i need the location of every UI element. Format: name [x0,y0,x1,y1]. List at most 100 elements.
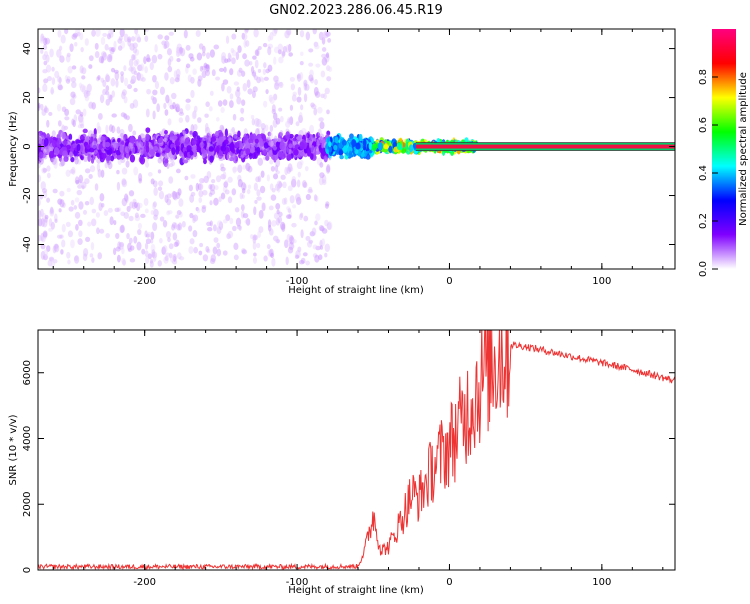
spectral-sample [171,224,176,231]
spectral-sample [198,190,204,198]
spectral-sample [258,209,264,219]
spectral-sample [278,132,282,141]
spectral-sample [204,126,211,135]
spectral-sample [140,213,146,219]
spectral-sample [198,183,204,191]
spectral-sample [98,56,104,64]
spectral-sample [313,41,319,48]
spectral-sample [267,224,272,232]
spectral-sample [193,123,198,131]
spectral-sample [231,188,237,196]
spectral-sample [96,76,100,82]
spectral-sample [75,139,81,145]
spectral-sample [83,89,89,99]
spectral-sample [46,197,51,203]
spectral-sample [209,155,214,163]
spectral-sample [112,139,116,145]
spectral-sample [74,255,79,262]
spectral-sample [185,103,191,111]
spectral-sample [233,81,240,86]
spectral-sample [134,29,139,35]
spectral-sample [238,67,243,73]
spectral-sample [326,164,331,173]
spectral-sample [241,188,246,194]
spectral-sample [146,231,152,238]
spectral-sample [222,250,228,256]
spectral-sample [267,35,271,42]
spectral-sample [38,235,42,242]
spectral-sample [129,201,134,209]
spectral-sample [91,257,95,263]
spectral-sample [183,29,188,39]
spectral-sample [65,221,71,228]
spectral-sample [188,246,194,254]
spectral-sample [86,144,91,150]
spectral-sample [292,91,297,97]
spectral-sample [315,245,321,251]
spectral-sample [164,255,169,262]
spectral-sample [317,128,322,137]
spectral-sample [289,236,295,245]
spectral-sample [53,243,59,252]
spectral-sample [40,208,44,217]
spectral-sample [164,130,168,135]
spectral-sample [184,137,190,145]
spectral-sample [151,249,156,258]
spectral-sample [201,178,205,183]
spectral-sample [42,218,48,228]
spectral-sample [278,82,283,87]
spectral-sample [245,162,250,169]
spectral-sample [41,133,45,139]
spectral-sample [81,75,86,80]
spectral-sample [179,157,185,166]
spectral-sample [151,54,158,64]
spectral-sample [229,67,234,74]
spectral-sample [105,124,109,134]
x-tick-label: -100 [286,577,309,588]
spectral-sample [277,216,283,224]
spectral-sample [70,156,75,163]
spectral-sample [83,247,89,257]
spectral-sample [280,221,286,230]
spectral-sample [66,52,71,58]
spectral-sample [273,29,278,34]
spectral-sample [288,133,294,139]
spectral-sample [79,65,84,74]
spectral-sample [231,57,236,65]
spectral-sample [144,230,148,238]
spectral-sample [109,94,113,103]
spectral-sample [175,68,181,78]
spectral-sample [165,252,170,257]
spectral-sample [96,162,101,172]
spectral-sample [70,77,77,83]
spectral-sample [49,209,55,217]
spectral-sample [134,215,141,222]
spectral-sample [95,212,100,218]
spectral-sample [45,54,50,63]
spectral-sample [279,115,284,123]
spectral-sample [123,65,127,72]
spectral-sample [111,113,117,118]
spectral-sample [49,48,54,58]
spectral-sample [263,76,269,81]
spectral-sample [287,118,293,124]
spectral-sample [130,75,137,84]
spectral-sample [56,234,63,239]
spectral-sample [268,150,273,158]
spectral-sample [85,136,89,143]
spectral-sample [197,75,203,82]
spectral-sample [237,45,242,53]
spectral-sample [208,192,213,197]
spectral-sample [76,143,81,152]
spectral-sample [197,117,202,123]
spectral-sample [51,77,56,85]
spectral-sample [285,256,289,266]
spectral-sample [138,173,143,182]
spectral-sample [185,63,191,69]
spectral-sample [113,40,117,50]
spectral-sample [57,84,64,91]
spectral-sample [312,244,318,250]
spectral-sample [236,69,242,77]
spectral-sample [287,43,292,53]
spectral-sample [308,62,314,67]
